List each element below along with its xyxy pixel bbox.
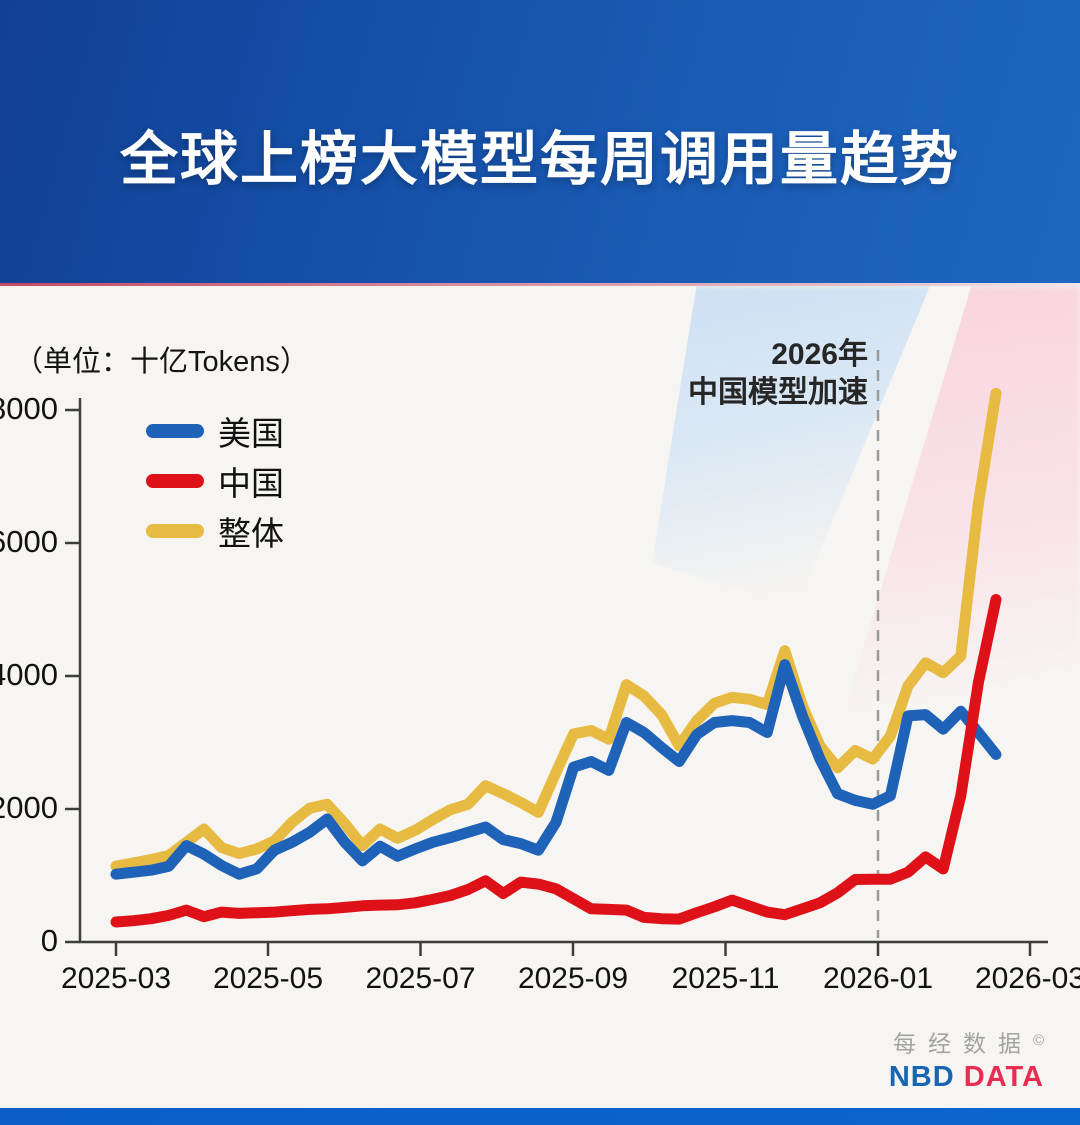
banner-accent-line xyxy=(0,283,1080,286)
chart-legend: 美国 中国 整体 xyxy=(146,406,284,556)
x-tick-label: 2025-05 xyxy=(212,962,324,995)
header-banner: 全球上榜大模型每周调用量趋势 xyxy=(0,0,1080,283)
y-tick-label: 0 xyxy=(40,923,58,958)
brand-line-cn: 每经数据© xyxy=(889,1026,1044,1062)
x-tick-label: 2026-03 xyxy=(974,962,1080,995)
y-tick-label: 6000 xyxy=(0,524,58,559)
page-title: 全球上榜大模型每周调用量趋势 xyxy=(119,127,960,192)
brand-nbd-text: NBD xyxy=(888,1061,955,1094)
legend-label-china: 中国 xyxy=(218,465,284,502)
y-tick-label: 4000 xyxy=(0,657,58,692)
brand-data-text: DATA xyxy=(963,1061,1044,1094)
annotation-line-1: 2026年 xyxy=(771,338,868,371)
legend-swatch-china xyxy=(146,474,204,488)
legend-label-usa: 美国 xyxy=(218,415,284,452)
legend-swatch-usa xyxy=(146,424,204,438)
legend-swatch-overall xyxy=(146,524,204,538)
legend-item-usa: 美国 xyxy=(146,406,284,456)
x-tick-label: 2025-03 xyxy=(60,962,172,995)
chart-annotation: 2026年 中国模型加速 xyxy=(688,336,868,412)
footer-bar xyxy=(0,1108,1080,1125)
x-tick-label: 2026-01 xyxy=(822,962,934,995)
copyright-icon: © xyxy=(1032,1032,1044,1049)
brand-cn-text: 每经数据 xyxy=(892,1030,1033,1057)
y-tick-label: 8000 xyxy=(0,391,58,426)
annotation-line-2: 中国模型加速 xyxy=(688,376,868,409)
legend-label-overall: 整体 xyxy=(218,515,284,552)
x-tick-label: 2025-11 xyxy=(671,962,780,995)
legend-item-china: 中国 xyxy=(146,456,284,506)
y-tick-label: 2000 xyxy=(0,790,58,825)
brand-block: 每经数据© NBD DATA xyxy=(889,1026,1044,1092)
x-tick-label: 2025-07 xyxy=(365,962,476,995)
brand-line-en: NBD DATA xyxy=(889,1062,1044,1092)
legend-item-overall: 整体 xyxy=(146,506,284,556)
axis-unit-label: （单位：十亿Tokens） xyxy=(14,346,309,378)
x-tick-label: 2025-09 xyxy=(517,962,629,995)
